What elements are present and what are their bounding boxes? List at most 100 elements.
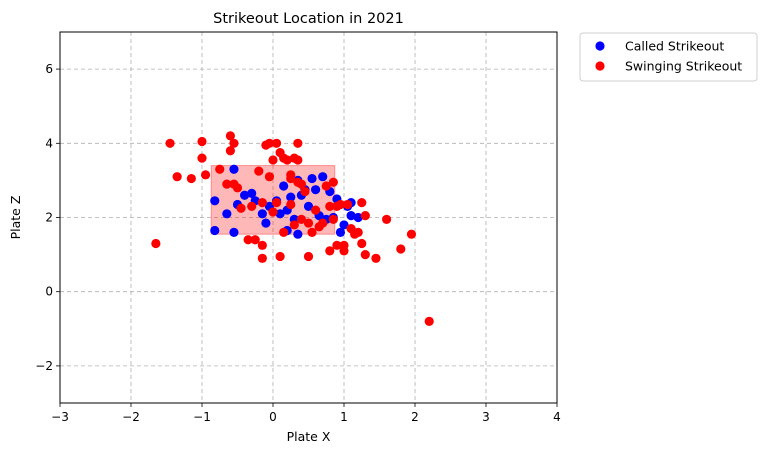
axis-ticks: −3 −2 −1 0 1 2 3 4 −2 0 2 4 6: [35, 62, 561, 424]
data-point: [257, 198, 267, 208]
data-point: [332, 240, 342, 250]
data-point: [197, 136, 207, 147]
data-point: [271, 138, 282, 148]
legend-label: Swinging Strikeout: [625, 59, 742, 74]
data-point: [303, 251, 314, 262]
data-point: [254, 166, 264, 176]
data-point: [286, 173, 296, 184]
x-tick-label: 2: [411, 410, 419, 424]
y-tick-label: 6: [45, 62, 53, 76]
x-tick-label: 3: [482, 410, 490, 424]
data-point: [275, 251, 285, 262]
data-point: [271, 198, 282, 208]
data-point: [303, 218, 314, 228]
data-point: [342, 199, 353, 210]
data-point: [353, 227, 363, 237]
legend: Called Strikeout Swinging Strikeout: [579, 32, 758, 82]
data-point: [172, 172, 182, 182]
y-axis-label: Plate Z: [8, 196, 23, 240]
data-point: [424, 316, 434, 326]
y-tick-label: 2: [45, 211, 53, 225]
data-point: [339, 240, 349, 250]
data-point: [353, 212, 363, 223]
data-point: [311, 205, 321, 215]
data-point: [396, 244, 406, 254]
y-tick-label: −2: [35, 359, 53, 373]
data-point: [293, 155, 303, 165]
data-point: [346, 211, 356, 221]
x-tick-label: 4: [553, 410, 561, 424]
data-point: [229, 179, 239, 189]
data-point: [261, 218, 271, 228]
series-swinging-strikeout: [151, 131, 434, 326]
data-point: [165, 138, 175, 148]
data-point: [307, 227, 317, 237]
data-point: [335, 199, 346, 210]
data-point: [229, 227, 239, 237]
x-tick-label: 1: [340, 410, 348, 424]
y-tick-label: 4: [45, 136, 53, 150]
data-point: [279, 227, 289, 237]
x-tick-label: −3: [51, 410, 69, 424]
data-point: [257, 253, 267, 263]
data-point: [229, 164, 239, 174]
data-point: [325, 246, 335, 256]
data-point: [240, 190, 250, 200]
data-point: [275, 209, 285, 219]
data-point: [289, 220, 299, 230]
data-point: [236, 203, 246, 213]
data-point: [293, 177, 303, 187]
data-point: [229, 138, 239, 148]
data-point: [210, 225, 220, 236]
data-point: [293, 229, 303, 239]
data-point: [250, 235, 260, 245]
data-point: [286, 192, 296, 202]
data-point: [197, 153, 207, 163]
data-point: [328, 177, 338, 187]
data-point: [247, 188, 257, 198]
data-point: [307, 173, 317, 184]
data-point: [210, 196, 220, 206]
data-point: [328, 214, 338, 224]
x-tick-label: −2: [122, 410, 140, 424]
legend-box: [579, 32, 758, 82]
data-point: [186, 173, 196, 184]
data-point: [339, 220, 349, 230]
x-axis-label: Plate X: [287, 429, 331, 444]
data-point: [318, 218, 328, 228]
data-point: [293, 138, 303, 148]
data-point: [300, 186, 310, 197]
data-point: [268, 207, 278, 217]
y-tick-label: 0: [45, 285, 53, 299]
data-point: [264, 172, 275, 182]
data-point: [335, 227, 346, 237]
data-point: [303, 201, 314, 211]
data-point: [360, 211, 370, 221]
data-point: [243, 235, 253, 245]
chart-title: Strikeout Location in 2021: [213, 11, 404, 27]
data-point: [382, 214, 392, 224]
data-point: [371, 253, 381, 263]
data-point: [357, 238, 367, 249]
data-point: [318, 172, 328, 182]
data-point: [225, 131, 235, 141]
data-point: [311, 185, 321, 195]
data-point: [279, 181, 289, 191]
data-points: [151, 131, 434, 326]
data-point: [200, 170, 211, 180]
data-point: [360, 250, 370, 260]
data-point: [296, 214, 306, 224]
data-point: [321, 181, 331, 191]
data-point: [282, 155, 292, 165]
data-point: [406, 229, 417, 239]
data-point: [222, 179, 232, 189]
x-tick-label: 0: [269, 410, 277, 424]
data-point: [257, 240, 267, 250]
legend-marker: [595, 41, 605, 51]
data-point: [325, 201, 335, 211]
data-point: [357, 198, 367, 208]
data-point: [151, 238, 161, 249]
data-point: [286, 199, 296, 210]
data-point: [247, 201, 257, 211]
